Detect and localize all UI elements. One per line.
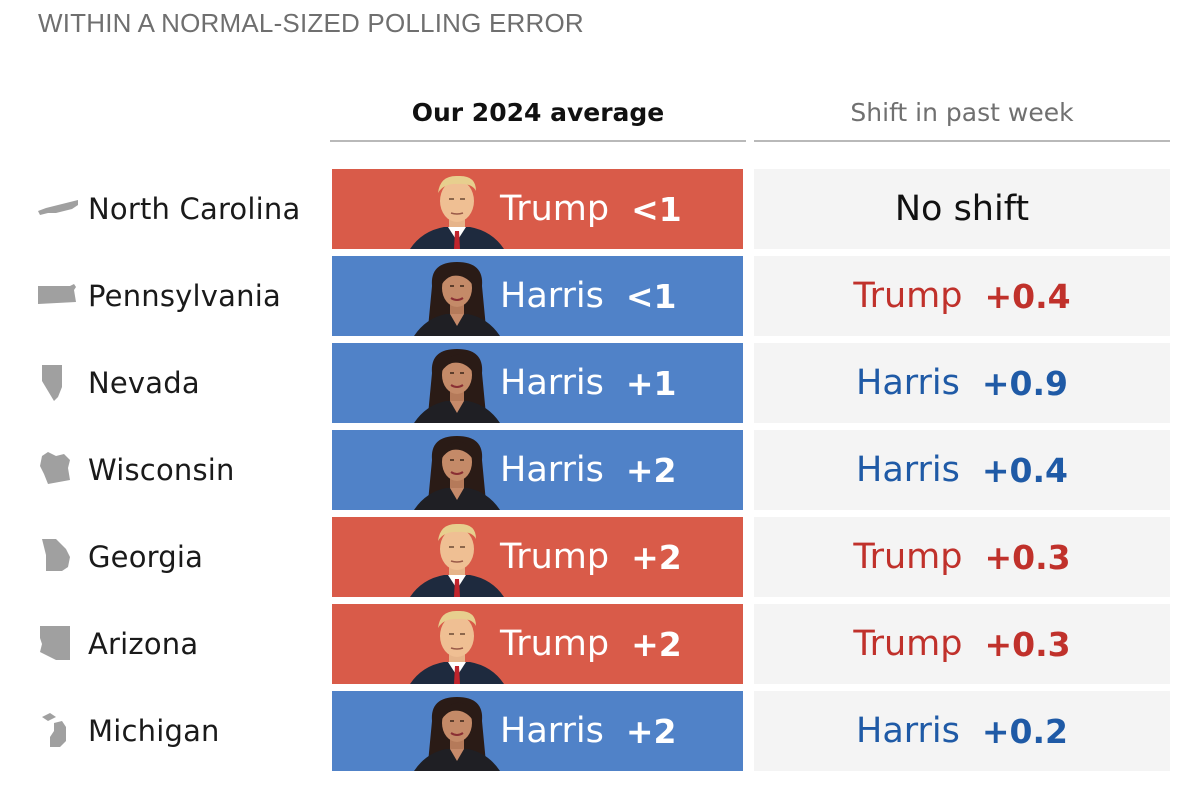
shift-leader-name: Harris: [856, 450, 960, 490]
average-bar: Trump <1: [332, 169, 743, 249]
average-label: Harris <1: [500, 256, 677, 336]
leader-margin: <1: [631, 189, 682, 229]
leader-margin: +2: [631, 537, 682, 577]
shift-cell: Harris +0.2: [754, 691, 1170, 771]
pennsylvania-icon: [38, 284, 76, 304]
leader-name: Trump: [500, 189, 610, 229]
leader-margin: +2: [625, 450, 677, 490]
state-icon-wrap: [36, 535, 80, 579]
state-label: Arizona: [36, 604, 326, 684]
average-label: Harris +2: [500, 691, 677, 771]
harris-portrait-icon: [414, 349, 500, 423]
leader-margin: <1: [625, 276, 677, 316]
shift-leader-name: Harris: [856, 711, 960, 751]
shift-none-label: No shift: [894, 189, 1030, 229]
state-icon-wrap: [36, 361, 80, 405]
state-name: Georgia: [88, 540, 204, 574]
leader-margin: +1: [625, 363, 677, 403]
column-header-shift: Shift in past week: [754, 84, 1170, 142]
shift-value: +0.3: [984, 537, 1071, 577]
michigan-icon: [42, 713, 66, 747]
shift-cell: No shift: [754, 169, 1170, 249]
state-name: Michigan: [88, 714, 220, 748]
wisconsin-icon: [40, 452, 70, 484]
state-icon-wrap: [36, 187, 80, 231]
shift-cell: Trump +0.3: [754, 517, 1170, 597]
table-row: Arizona Trump +2 Trump +0.3: [0, 604, 1200, 684]
state-name: North Carolina: [88, 192, 301, 226]
shift-cell: Harris +0.9: [754, 343, 1170, 423]
north-carolina-icon: [38, 200, 78, 215]
average-label: Trump <1: [500, 169, 682, 249]
state-label: Nevada: [36, 343, 326, 423]
state-label: Pennsylvania: [36, 256, 326, 336]
state-icon-wrap: [36, 622, 80, 666]
shift-leader-name: Harris: [856, 363, 960, 403]
state-name: Pennsylvania: [88, 279, 281, 313]
table-row: Georgia Trump +2 Trump +0.3: [0, 517, 1200, 597]
table-row: Wisconsin Harris +2 Harris +0.4: [0, 430, 1200, 510]
leader-name: Harris: [500, 711, 604, 751]
average-bar: Harris <1: [332, 256, 743, 336]
leader-name: Trump: [500, 537, 610, 577]
average-bar: Trump +2: [332, 517, 743, 597]
trump-portrait-icon: [410, 175, 504, 249]
georgia-icon: [42, 539, 70, 571]
shift-value: +0.4: [984, 276, 1071, 316]
shift-leader-name: Trump: [853, 624, 963, 664]
nevada-icon: [42, 365, 62, 401]
state-icon-wrap: [36, 709, 80, 753]
shift-cell: Harris +0.4: [754, 430, 1170, 510]
column-header-average: Our 2024 average: [330, 84, 746, 142]
harris-portrait-icon: [414, 262, 500, 336]
state-label: North Carolina: [36, 169, 326, 249]
shift-value: +0.3: [984, 624, 1071, 664]
shift-value: +0.9: [981, 363, 1068, 403]
average-label: Harris +1: [500, 343, 677, 423]
shift-cell: Trump +0.4: [754, 256, 1170, 336]
state-name: Nevada: [88, 366, 200, 400]
leader-name: Trump: [500, 624, 610, 664]
leader-name: Harris: [500, 276, 604, 316]
average-bar: Trump +2: [332, 604, 743, 684]
shift-leader-name: Trump: [853, 537, 963, 577]
shift-value: +0.4: [981, 450, 1068, 490]
shift-leader-name: Trump: [853, 276, 963, 316]
state-label: Wisconsin: [36, 430, 326, 510]
arizona-icon: [40, 626, 70, 660]
trump-portrait-icon: [410, 610, 504, 684]
state-name: Wisconsin: [88, 453, 235, 487]
average-label: Trump +2: [500, 604, 682, 684]
leader-margin: +2: [625, 711, 677, 751]
state-label: Georgia: [36, 517, 326, 597]
table-row: North Carolina Trump <1 No shift: [0, 169, 1200, 249]
harris-portrait-icon: [414, 697, 500, 771]
leader-name: Harris: [500, 450, 604, 490]
state-icon-wrap: [36, 448, 80, 492]
leader-margin: +2: [631, 624, 682, 664]
state-name: Arizona: [88, 627, 199, 661]
table-row: Pennsylvania Harris <1 Trump +0.4: [0, 256, 1200, 336]
table-row: Michigan Harris +2 Harris +0.2: [0, 691, 1200, 771]
state-label: Michigan: [36, 691, 326, 771]
average-bar: Harris +1: [332, 343, 743, 423]
average-label: Harris +2: [500, 430, 677, 510]
leader-name: Harris: [500, 363, 604, 403]
shift-cell: Trump +0.3: [754, 604, 1170, 684]
state-icon-wrap: [36, 274, 80, 318]
average-bar: Harris +2: [332, 430, 743, 510]
shift-value: +0.2: [981, 711, 1068, 751]
average-bar: Harris +2: [332, 691, 743, 771]
average-label: Trump +2: [500, 517, 682, 597]
harris-portrait-icon: [414, 436, 500, 510]
table-row: Nevada Harris +1 Harris +0.9: [0, 343, 1200, 423]
section-label: WITHIN A NORMAL-SIZED POLLING ERROR: [38, 8, 584, 38]
trump-portrait-icon: [410, 523, 504, 597]
